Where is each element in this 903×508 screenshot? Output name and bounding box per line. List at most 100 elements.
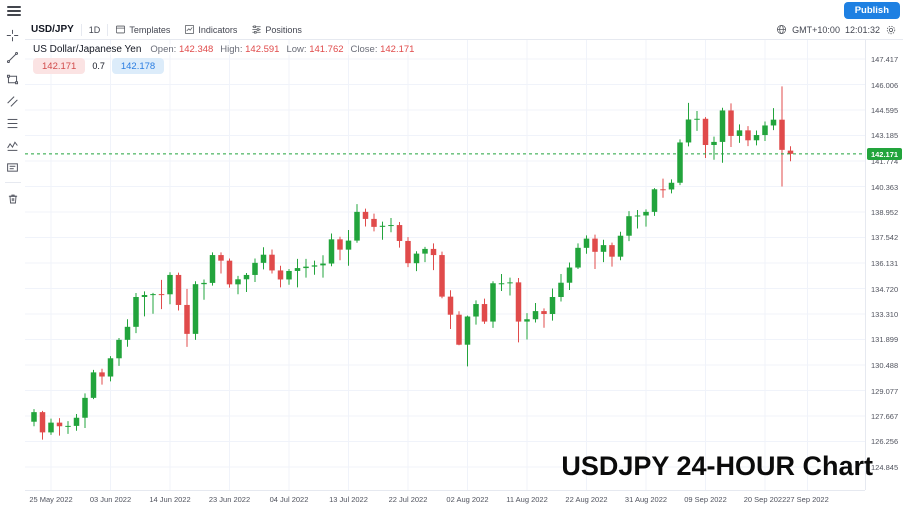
date-tick-label: 13 Jul 2022 xyxy=(329,495,368,504)
hamburger-menu-icon[interactable] xyxy=(7,4,21,16)
candle-body xyxy=(702,118,709,145)
candle-body xyxy=(303,266,309,269)
candle-body xyxy=(490,283,496,322)
candle-body xyxy=(524,319,530,322)
candle-body xyxy=(269,254,275,271)
templates-label: Templates xyxy=(129,24,171,35)
parallel-channel-tool[interactable] xyxy=(4,92,22,110)
open-label: Open: xyxy=(150,44,177,55)
price-tick-label: 134.720 xyxy=(871,284,899,294)
templates-button[interactable]: Templates xyxy=(108,24,177,35)
positions-label: Positions xyxy=(265,24,302,35)
candle-body xyxy=(158,294,165,296)
text-note-tool[interactable] xyxy=(4,158,22,176)
delete-drawings-tool[interactable] xyxy=(4,189,22,207)
candle-body xyxy=(600,245,607,252)
price-tick-label: 133.310 xyxy=(871,309,899,319)
interval-button[interactable]: 1D xyxy=(88,24,101,35)
chart-toolbar: USD/JPY 1D Templates Indicators Position… xyxy=(25,20,903,40)
candle-body xyxy=(82,397,88,418)
symbol-legend: US Dollar/Japanese Yen Open: 142.348 Hig… xyxy=(33,44,415,55)
candle-body xyxy=(235,279,241,285)
candle-body xyxy=(371,218,377,227)
candle-body xyxy=(651,189,658,212)
candle-body xyxy=(107,358,114,377)
candle-body xyxy=(685,119,692,143)
settings-gear-icon[interactable] xyxy=(885,24,897,36)
candle-body xyxy=(345,240,352,250)
drawing-tools-sidebar xyxy=(0,20,25,508)
top-header: Publish xyxy=(0,0,903,20)
price-tick-label: 124.845 xyxy=(871,463,899,472)
candle-body xyxy=(354,211,360,241)
globe-icon xyxy=(776,24,787,35)
candle-body xyxy=(609,245,615,257)
buy-ask-button[interactable]: 142.178 xyxy=(111,58,165,74)
candle-body xyxy=(209,255,216,283)
candle-body xyxy=(405,240,411,264)
candle-body xyxy=(575,247,581,268)
candle-body xyxy=(626,216,632,236)
indicators-label: Indicators xyxy=(198,24,238,35)
date-tick-label: 23 Jun 2022 xyxy=(208,495,251,504)
date-tick-label: 22 Aug 2022 xyxy=(565,495,608,504)
trend-line-tool[interactable] xyxy=(4,48,22,66)
candle-body xyxy=(65,425,71,427)
candle-body xyxy=(745,130,751,141)
candle-body xyxy=(311,265,318,267)
rectangle-tool[interactable] xyxy=(4,70,22,88)
tools-divider xyxy=(4,182,21,183)
price-tick-label: 137.542 xyxy=(871,233,899,243)
close-value: 142.171 xyxy=(380,44,415,55)
candle-body xyxy=(337,239,343,250)
templates-icon xyxy=(115,24,126,35)
candle-body xyxy=(762,125,768,136)
timezone-label[interactable]: GMT+10:00 xyxy=(792,24,840,35)
candle-body xyxy=(175,274,182,305)
candle-body xyxy=(719,110,726,142)
candle-body xyxy=(439,255,445,297)
price-tick-label: 140.363 xyxy=(871,182,899,192)
symbol-title[interactable]: US Dollar/Japanese Yen xyxy=(33,44,142,55)
positions-icon xyxy=(251,24,262,35)
price-axis[interactable]: 147.417 146.006 144.595 143.185 141.774 140.3… xyxy=(865,40,903,490)
indicators-button[interactable]: Indicators xyxy=(177,24,244,35)
candle-body xyxy=(90,372,97,398)
candle-body xyxy=(498,283,505,285)
indicators-icon xyxy=(184,24,195,35)
price-tick-label: 131.899 xyxy=(871,335,899,345)
candle-body xyxy=(422,248,428,254)
candle-body xyxy=(728,110,734,136)
date-tick-label: 03 Jun 2022 xyxy=(89,495,132,504)
candle-body xyxy=(643,211,649,216)
candle-body xyxy=(56,422,63,427)
date-tick-label: 11 Aug 2022 xyxy=(506,495,548,504)
candle-body xyxy=(31,412,37,422)
sell-bid-button[interactable]: 142.171 xyxy=(33,58,86,74)
candle-body xyxy=(617,235,624,257)
fib-retracement-tool[interactable] xyxy=(4,114,22,132)
candlestick-plot[interactable] xyxy=(25,40,865,490)
candle-body xyxy=(634,215,641,217)
close-label: Close: xyxy=(350,44,378,55)
crosshair-tool[interactable] xyxy=(4,26,22,44)
candle-body xyxy=(116,339,122,359)
candle-body xyxy=(243,274,250,280)
date-axis[interactable]: 25 May 2022 03 Jun 2022 14 Jun 2022 23 Jun … xyxy=(25,490,865,508)
candle-body xyxy=(413,253,420,264)
candle-body xyxy=(668,182,675,190)
candle-body xyxy=(566,267,573,283)
price-tick-label: 130.488 xyxy=(871,361,899,370)
elliott-wave-tool[interactable] xyxy=(4,136,22,154)
candle-body xyxy=(39,412,46,433)
candle-body xyxy=(201,282,207,285)
candle-body xyxy=(48,422,54,433)
symbol-button[interactable]: USD/JPY xyxy=(31,24,74,35)
candle-body xyxy=(388,225,394,227)
publish-button[interactable]: Publish xyxy=(843,2,900,19)
positions-button[interactable]: Positions xyxy=(244,24,309,35)
candle-body xyxy=(660,189,666,191)
price-tick-label: 146.006 xyxy=(871,80,899,90)
price-tick-label: 143.185 xyxy=(871,131,899,141)
candle-body xyxy=(464,316,471,345)
